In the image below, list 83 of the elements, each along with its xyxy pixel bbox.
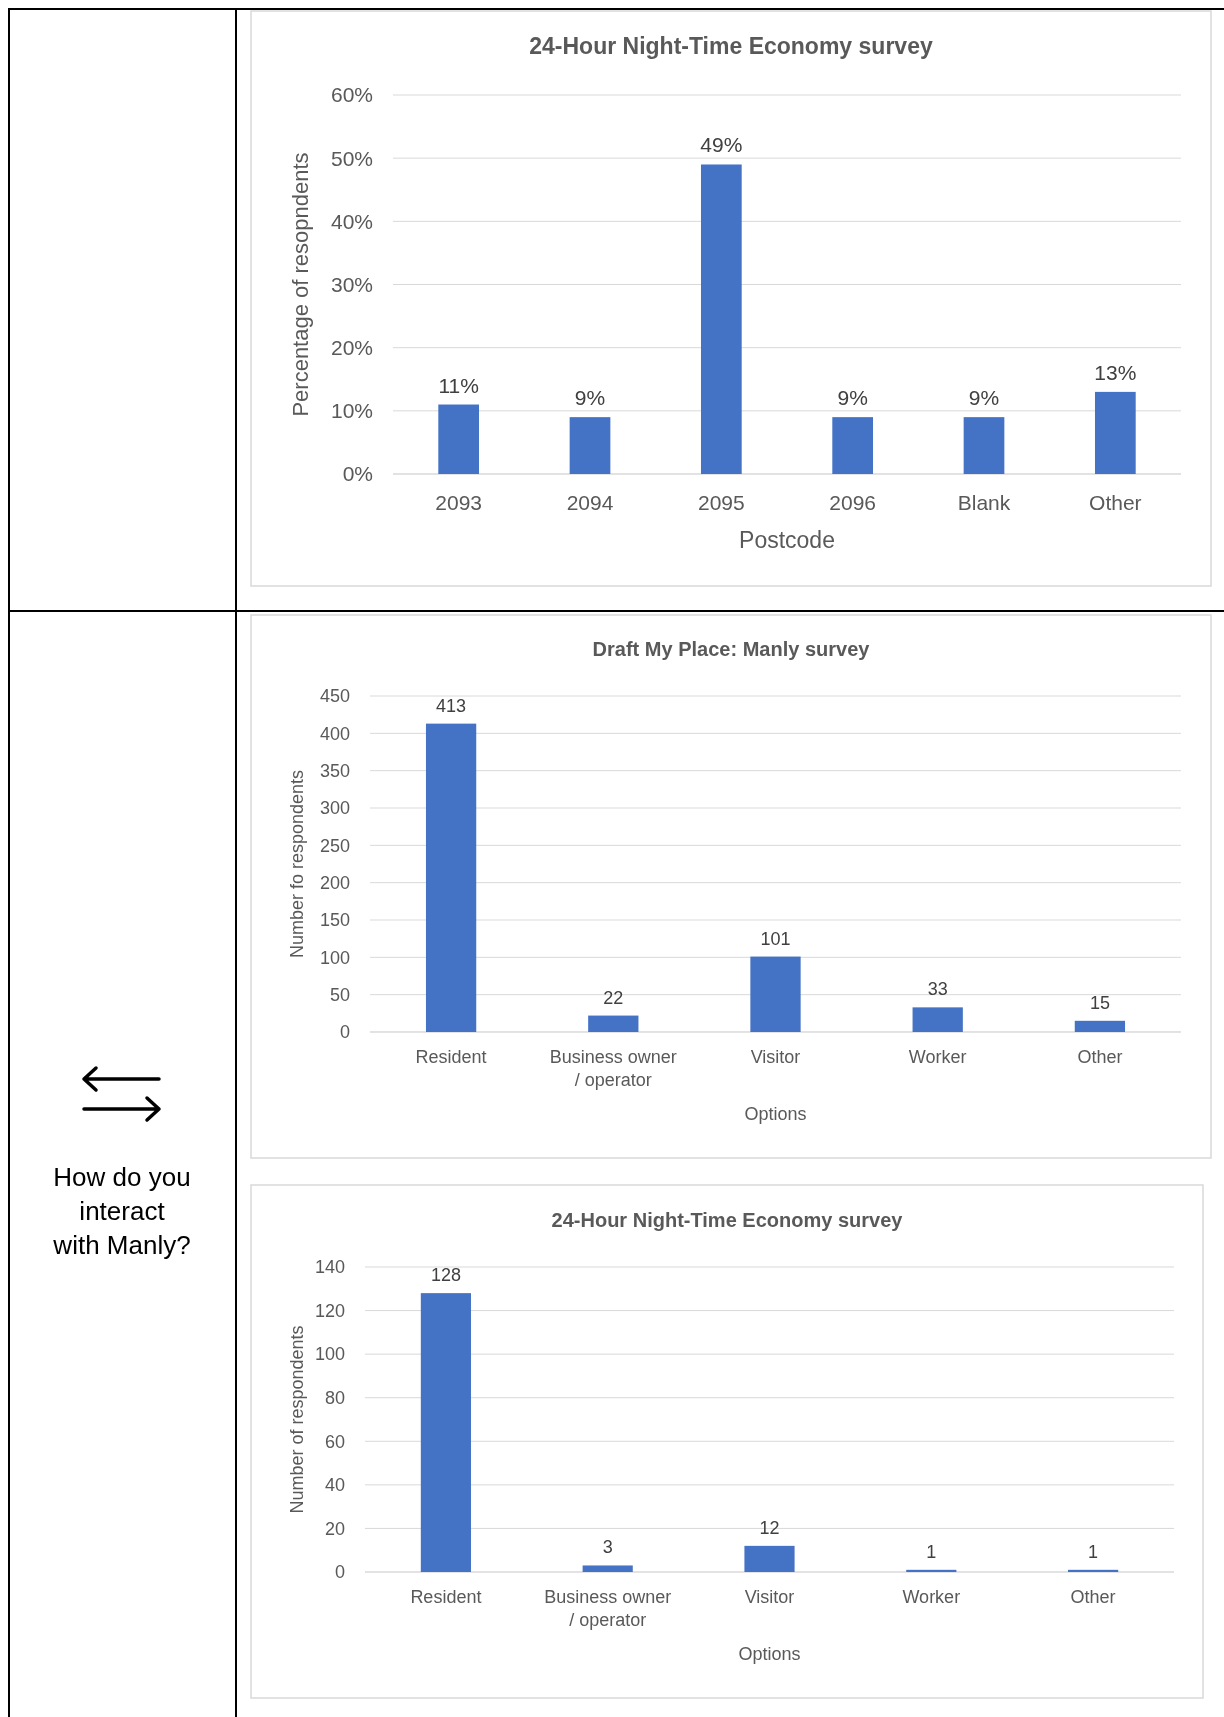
data-label: 13%	[1094, 360, 1137, 384]
data-label: 33	[927, 979, 948, 1000]
bar	[744, 1545, 795, 1572]
bar	[569, 417, 611, 474]
x-tick-label: Business owner / operator	[549, 1047, 677, 1090]
data-label: 413	[436, 695, 467, 716]
x-tick-label: Resident	[415, 1047, 487, 1067]
bar	[438, 404, 480, 474]
x-axis-title: Options	[738, 1644, 801, 1664]
x-tick-label: 2095	[697, 491, 745, 514]
x-tick-label: Other	[1089, 491, 1142, 514]
y-tick-label: 450	[319, 686, 350, 707]
y-axis-title: Number of respondents	[287, 1325, 308, 1514]
chart-title: 24-Hour Night-Time Economy survey	[551, 1209, 904, 1231]
bar	[963, 417, 1005, 474]
y-tick-label: 200	[319, 872, 350, 893]
bar	[912, 1007, 963, 1032]
chart-title: 24-Hour Night-Time Economy survey	[529, 33, 933, 59]
y-tick-label: 50%	[330, 146, 373, 170]
data-label: 9%	[968, 386, 1000, 410]
bar	[832, 417, 874, 474]
bar	[1074, 1020, 1126, 1032]
data-label: 9%	[837, 386, 868, 410]
y-axis-title: Percentage of resopndents	[287, 152, 313, 417]
y-tick-label: 0%	[342, 462, 373, 486]
x-tick-label: Other	[1070, 1587, 1116, 1607]
x-tick-label: 2094	[566, 491, 614, 514]
y-tick-label: 0	[339, 1022, 350, 1043]
x-tick-label: 2096	[829, 491, 877, 514]
y-tick-label: 20%	[330, 336, 373, 360]
y-tick-label: 30%	[330, 272, 373, 296]
y-tick-label: 250	[319, 835, 350, 856]
data-label: 128	[430, 1265, 461, 1286]
x-tick-label: 2093	[435, 491, 483, 514]
y-tick-label: 0	[334, 1562, 345, 1583]
data-label: 9%	[574, 386, 606, 410]
bar	[582, 1565, 633, 1572]
bar	[588, 1015, 639, 1032]
y-tick-label: 80	[324, 1388, 345, 1409]
y-tick-label: 60%	[330, 83, 373, 107]
data-label: 15	[1089, 992, 1110, 1013]
data-label: 101	[760, 928, 791, 949]
y-tick-label: 100	[314, 1344, 345, 1365]
bar	[700, 164, 742, 474]
bar	[425, 723, 477, 1032]
x-tick-label: Worker	[902, 1587, 961, 1607]
bar	[906, 1569, 957, 1572]
bar	[1068, 1569, 1119, 1572]
y-tick-label: 40	[324, 1475, 345, 1496]
x-tick-label: Visitor	[750, 1047, 801, 1067]
data-label: 11%	[438, 373, 479, 397]
y-tick-label: 400	[319, 723, 350, 744]
data-label: 22	[603, 987, 624, 1008]
data-label: 1	[926, 1541, 937, 1562]
x-axis-title: Postcode	[739, 527, 835, 553]
x-axis-title: Options	[744, 1104, 807, 1124]
y-tick-label: 60	[324, 1431, 345, 1452]
y-tick-label: 20	[324, 1518, 345, 1539]
y-axis-title: Number fo respondents	[287, 769, 308, 959]
text: How do you interact with Manly?	[52, 1162, 191, 1260]
data-label: 12	[759, 1517, 780, 1538]
y-tick-label: 10%	[330, 399, 373, 423]
chart-title: Draft My Place: Manly survey	[592, 638, 871, 660]
bar	[420, 1293, 471, 1572]
x-tick-label: Visitor	[744, 1587, 795, 1607]
data-label: 1	[1088, 1541, 1099, 1562]
x-tick-label: Other	[1077, 1047, 1123, 1067]
x-tick-label: Blank	[957, 491, 1011, 514]
y-tick-label: 100	[319, 947, 350, 968]
y-tick-label: 350	[319, 760, 350, 781]
y-tick-label: 150	[319, 910, 350, 931]
bar	[750, 956, 801, 1032]
data-label: 3	[602, 1537, 613, 1558]
bar	[1094, 391, 1136, 474]
y-tick-label: 120	[314, 1300, 345, 1321]
y-tick-label: 40%	[330, 209, 373, 233]
y-tick-label: 50	[329, 984, 350, 1005]
x-tick-label: Resident	[410, 1587, 482, 1607]
x-tick-label: Worker	[908, 1047, 967, 1067]
x-tick-label: Business owner / operator	[544, 1587, 672, 1630]
data-label: 49%	[700, 133, 743, 157]
y-tick-label: 300	[319, 798, 350, 819]
y-tick-label: 140	[314, 1257, 345, 1278]
